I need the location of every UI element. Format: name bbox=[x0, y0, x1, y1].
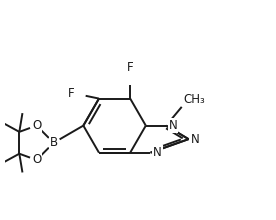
Text: F: F bbox=[68, 87, 75, 100]
Text: O: O bbox=[32, 119, 41, 132]
Text: B: B bbox=[50, 136, 58, 149]
Text: N: N bbox=[169, 119, 177, 132]
Text: F: F bbox=[127, 61, 134, 73]
Text: O: O bbox=[32, 154, 41, 167]
Text: CH₃: CH₃ bbox=[183, 93, 205, 106]
Text: N: N bbox=[153, 146, 162, 159]
Text: N: N bbox=[191, 133, 200, 146]
